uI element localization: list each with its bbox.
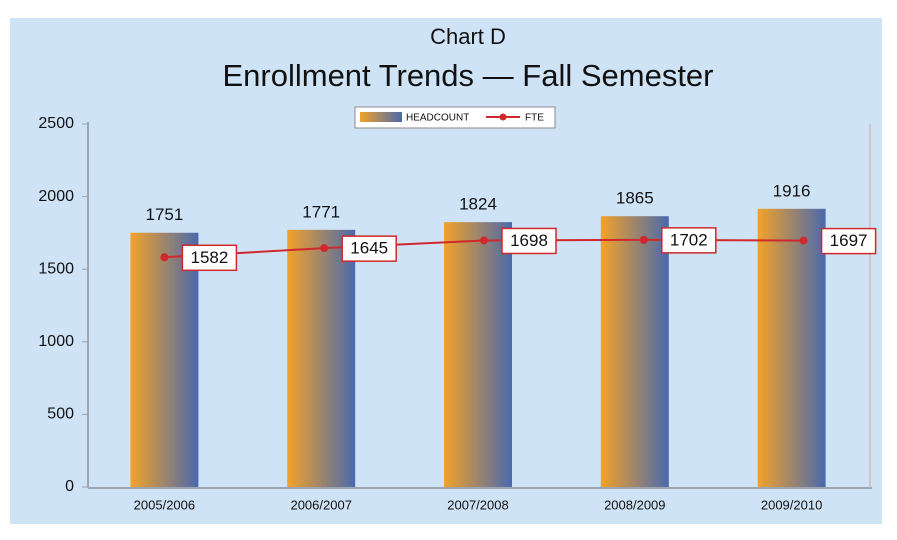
bar — [287, 229, 356, 487]
label-box — [820, 227, 877, 255]
data-label: 1702 — [670, 230, 708, 249]
point — [320, 244, 329, 253]
data-label: 1824 — [459, 195, 497, 214]
legend-box — [354, 106, 556, 129]
y-tick-label: 2500 — [38, 115, 74, 132]
legend-label: FTE — [525, 113, 544, 124]
data-label: 1751 — [145, 205, 183, 224]
data-label: 1698 — [510, 231, 548, 250]
legend-label: HEADCOUNT — [406, 113, 469, 124]
point — [480, 236, 488, 245]
data-label: 1697 — [830, 231, 868, 250]
y-tick-label: 500 — [47, 406, 74, 423]
label-box — [661, 227, 717, 254]
x-tick-label: 2006/2007 — [290, 497, 351, 512]
x-tick-label: 2009/2010 — [761, 497, 822, 512]
x-tick-label: 2007/2008 — [447, 497, 508, 512]
chart-title: Chart D — [430, 24, 506, 49]
point — [799, 236, 808, 245]
point — [160, 253, 169, 262]
legend-swatch — [360, 112, 402, 122]
legend: HEADCOUNT FTE — [354, 106, 556, 129]
label-box — [501, 227, 557, 255]
bar — [130, 232, 199, 487]
data-label: 1771 — [302, 202, 340, 221]
x-tick-label: 2008/2009 — [604, 497, 665, 512]
bar — [444, 222, 512, 487]
chart-subtitle: Enrollment Trends — Fall Semester — [222, 58, 713, 93]
label-box — [181, 244, 238, 272]
data-label: 1865 — [616, 189, 654, 208]
data-label: 1645 — [350, 239, 388, 258]
label-box — [341, 235, 397, 262]
bar — [757, 208, 826, 487]
legend-swatch — [499, 113, 507, 121]
data-label: 1916 — [773, 181, 811, 200]
y-tick-label: 1500 — [38, 260, 74, 277]
x-tick-label: 2005/2006 — [134, 497, 195, 512]
data-label: 1582 — [190, 248, 228, 267]
y-tick-label: 1000 — [38, 333, 74, 350]
bar — [600, 216, 669, 487]
y-tick-label: 0 — [65, 478, 74, 495]
y-tick-label: 2000 — [38, 188, 74, 205]
point — [639, 235, 648, 244]
